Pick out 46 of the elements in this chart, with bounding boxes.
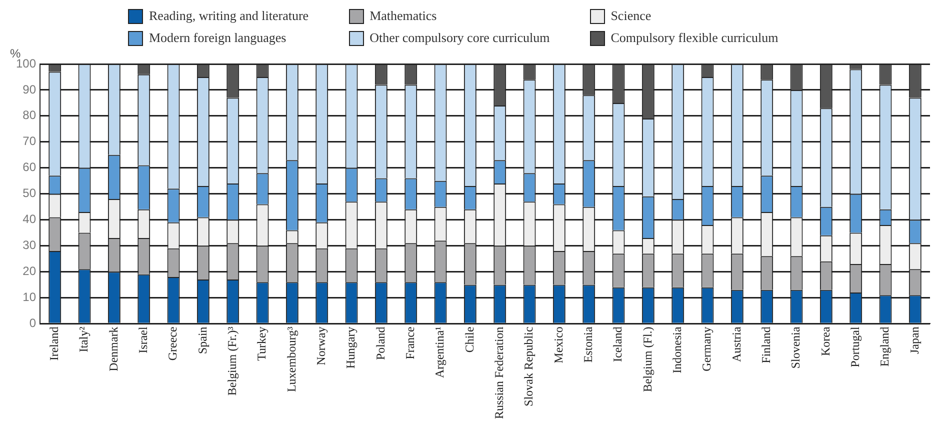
y-tick-label: 90 <box>22 82 36 96</box>
x-tick-label: Spain <box>195 326 210 354</box>
x-tick-label: France <box>403 326 417 360</box>
x-tick-label: Turkey <box>254 326 269 361</box>
x-tick-label: Slovenia <box>788 326 803 369</box>
x-tick-label: Iceland <box>610 326 625 362</box>
x-tick-label: Germany <box>700 326 714 372</box>
x-tick-label: Estonia <box>581 326 595 363</box>
legend-label: Compulsory flexible curriculum <box>610 30 778 46</box>
x-tick-label: Korea <box>818 326 832 356</box>
x-tick-label: Mexico <box>551 326 566 364</box>
x-tick-label: Austria <box>729 326 744 362</box>
x-tick-label: Ireland <box>47 326 62 361</box>
y-tick-label: 50 <box>22 186 36 200</box>
legend-label: Modern foreign languages <box>149 30 286 46</box>
legend-label: Mathematics <box>370 8 437 24</box>
y-tick-label: 20 <box>22 264 36 278</box>
x-tick-label: Denmark <box>106 326 120 372</box>
x-tick-label: Norway <box>314 326 328 366</box>
y-tick-label: 70 <box>22 134 36 148</box>
y-tick-label: 80 <box>22 108 36 122</box>
x-tick-label: Finland <box>758 326 773 364</box>
y-tick-label: 10 <box>22 290 36 304</box>
y-tick-label: 0 <box>29 316 36 330</box>
y-tick-label: 60 <box>22 160 36 174</box>
x-tick-label: Belgium (Fl.) <box>640 326 654 392</box>
legend-label: Other compulsory core curriculum <box>370 30 550 46</box>
x-tick-label: Japan <box>907 326 922 354</box>
y-tick-label: 40 <box>22 212 36 226</box>
x-tick-label: Luxembourg³ <box>284 326 298 392</box>
x-tick-label: Russian Federation <box>492 326 506 420</box>
y-tick-label: 30 <box>22 238 36 252</box>
legend-label: Science <box>610 8 652 24</box>
x-tick-label: Chile <box>462 326 476 353</box>
x-tick-label: Belgium (Fr.)³ <box>225 326 240 396</box>
legend-label: Reading, writing and literature <box>149 8 309 24</box>
x-tick-label: England <box>878 326 892 367</box>
x-tick-label: Israel <box>136 326 150 354</box>
x-tick-label: Poland <box>373 326 388 360</box>
x-tick-label: Slovak Republic <box>522 326 536 406</box>
x-tick-label: Italy² <box>76 326 91 352</box>
x-tick-label: Greece <box>166 326 180 361</box>
x-tick-label: Hungary <box>344 326 358 369</box>
x-tick-label: Indonesia <box>670 326 684 374</box>
x-tick-label: Portugal <box>848 326 862 368</box>
x-tick-label: Argentina¹ <box>432 326 447 378</box>
